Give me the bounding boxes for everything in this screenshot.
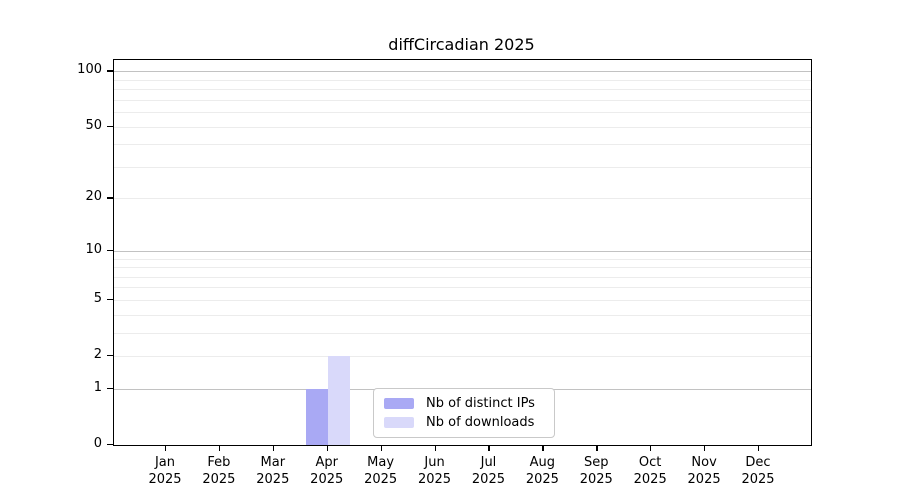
x-tick-label: Nov 2025 xyxy=(688,454,721,488)
minor-gridline xyxy=(114,126,811,128)
x-tick-label-month: Nov xyxy=(691,455,717,470)
x-tick-label-year: 2025 xyxy=(256,472,290,487)
minor-gridline xyxy=(114,276,811,278)
x-tick-label-month: May xyxy=(367,455,395,470)
minor-gridline xyxy=(114,112,811,114)
x-tick-label-year: 2025 xyxy=(471,472,505,487)
y-tick-label: 20 xyxy=(85,189,102,205)
x-tick-label: Feb 2025 xyxy=(202,454,235,488)
minor-gridline xyxy=(114,258,811,260)
x-tick-mark xyxy=(434,445,436,452)
minor-gridline xyxy=(114,299,811,301)
x-tick-label-month: Aug xyxy=(529,455,556,470)
x-tick-mark xyxy=(380,445,382,452)
x-tick-mark xyxy=(218,445,221,452)
legend-item-distinct-ips: Nb of distinct IPs xyxy=(384,396,546,411)
x-tick-label: Aug 2025 xyxy=(526,454,559,488)
y-tick-label: 100 xyxy=(77,62,102,78)
y-tick-mark xyxy=(107,125,113,127)
minor-gridline xyxy=(114,198,811,200)
x-tick-mark xyxy=(650,445,652,452)
legend-label-distinct-ips: Nb of distinct IPs xyxy=(426,395,535,411)
y-tick-label: 0 xyxy=(93,436,102,451)
y-tick-mark xyxy=(107,387,113,390)
minor-gridline xyxy=(114,166,811,168)
y-tick-mark xyxy=(107,249,113,252)
x-tick-label-year: 2025 xyxy=(741,472,775,487)
minor-gridline xyxy=(114,267,811,269)
y-tick-label: 10 xyxy=(85,241,102,257)
y-tick-label: 5 xyxy=(93,290,102,306)
minor-gridline xyxy=(114,356,811,358)
x-tick-label: Jan 2025 xyxy=(148,454,181,488)
plot-area xyxy=(113,59,812,446)
x-tick-label-month: Oct xyxy=(638,455,662,470)
x-tick-mark xyxy=(542,445,544,452)
y-tick-mark xyxy=(107,70,113,72)
x-tick-label: Apr 2025 xyxy=(310,454,343,488)
x-tick-label-month: Jan xyxy=(154,455,176,470)
x-tick-label-year: 2025 xyxy=(364,472,398,487)
x-tick-label-year: 2025 xyxy=(687,472,721,487)
x-tick-label-month: Apr xyxy=(315,455,338,470)
x-tick-label-month: Dec xyxy=(745,455,771,470)
bar-nb-of-downloads-apr xyxy=(327,356,350,445)
y-tick-mark xyxy=(107,298,113,301)
x-tick-mark xyxy=(596,445,598,452)
legend-swatch-downloads xyxy=(384,417,414,429)
x-tick-label-year: 2025 xyxy=(525,472,559,487)
x-tick-mark xyxy=(488,445,490,452)
y-tick-label: 2 xyxy=(93,347,102,363)
x-tick-label-year: 2025 xyxy=(310,472,344,487)
x-tick-label-year: 2025 xyxy=(202,472,236,487)
y-tick-label: 50 xyxy=(85,117,102,133)
x-tick-label: Sep 2025 xyxy=(580,454,613,488)
minor-gridline xyxy=(114,89,811,91)
x-tick-label-month: Feb xyxy=(207,455,231,470)
minor-gridline xyxy=(114,99,811,101)
x-tick-mark xyxy=(272,445,275,452)
x-tick-label-month: Jul xyxy=(480,455,497,470)
x-tick-label: Jun 2025 xyxy=(418,454,451,488)
legend: Nb of distinct IPs Nb of downloads xyxy=(373,388,555,438)
x-tick-mark xyxy=(165,445,167,452)
x-tick-label: Dec 2025 xyxy=(741,454,774,488)
legend-label-downloads: Nb of downloads xyxy=(426,415,535,431)
y-tick-mark xyxy=(107,444,113,446)
x-tick-mark xyxy=(758,445,760,452)
x-tick-label: Mar 2025 xyxy=(256,454,289,488)
legend-item-downloads: Nb of downloads xyxy=(384,415,546,430)
x-tick-label-year: 2025 xyxy=(417,472,452,487)
minor-gridline xyxy=(114,287,811,289)
x-tick-label-month: Sep xyxy=(584,455,609,470)
minor-gridline xyxy=(114,79,811,81)
x-tick-label-year: 2025 xyxy=(148,472,182,487)
x-tick-label: May 2025 xyxy=(364,454,397,488)
minor-gridline xyxy=(114,314,811,316)
x-tick-label-year: 2025 xyxy=(579,472,613,487)
y-tick-label: 1 xyxy=(93,379,102,395)
y-tick-mark xyxy=(107,197,113,199)
bar-nb-of-distinct-ips-apr xyxy=(305,388,328,445)
bars-layer xyxy=(114,60,811,445)
y-tick-mark xyxy=(107,355,113,357)
x-tick-label-year: 2025 xyxy=(633,472,667,487)
x-tick-label-month: Mar xyxy=(260,455,286,470)
major-gridline xyxy=(114,250,811,252)
minor-gridline xyxy=(114,332,811,334)
chart-title: diffCircadian 2025 xyxy=(388,35,535,54)
major-gridline xyxy=(114,71,811,73)
minor-gridline xyxy=(114,144,811,146)
x-tick-label-month: Jun xyxy=(424,455,445,470)
x-tick-label: Oct 2025 xyxy=(634,454,667,488)
legend-swatch-distinct-ips xyxy=(384,397,414,409)
x-tick-label: Jul 2025 xyxy=(472,454,505,488)
x-tick-mark xyxy=(704,445,706,452)
x-tick-mark xyxy=(326,445,329,452)
